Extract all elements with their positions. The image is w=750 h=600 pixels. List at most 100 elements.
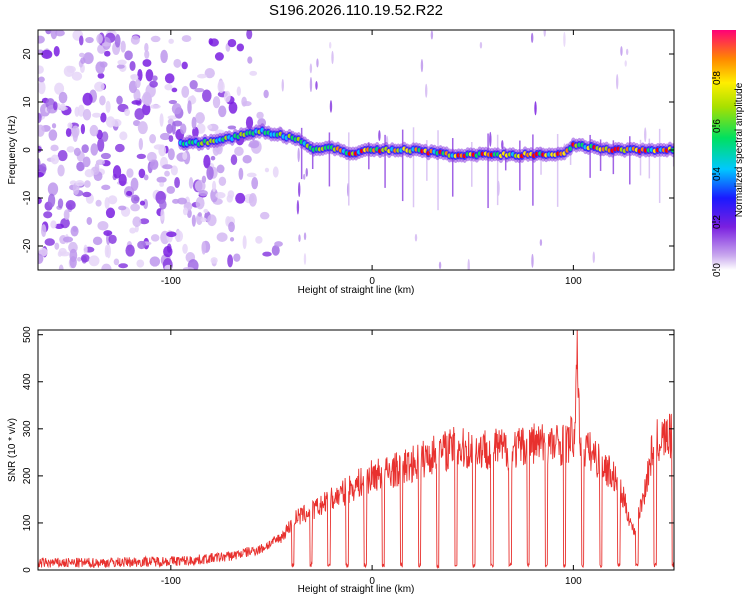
spectral-noise-blob	[202, 89, 212, 103]
spectral-noise-blob	[38, 196, 42, 205]
colorbar-tick-label: 0.2	[712, 215, 723, 229]
spectral-noise-blob	[177, 197, 188, 205]
spectral-noise-blob	[438, 261, 442, 270]
spectral-noise-blob	[129, 227, 136, 234]
snr-x-tick-label: -100	[161, 576, 181, 587]
spectral-noise-blob	[238, 167, 244, 180]
spectral-noise-blob	[189, 80, 198, 90]
spectral-noise-blob	[174, 177, 180, 189]
spectral-noise-blob	[245, 116, 254, 129]
spectrogram-x-axis-label: Height of straight line (km)	[298, 285, 415, 296]
spectral-noise-blob	[130, 35, 140, 45]
spectral-noise-blob	[76, 161, 85, 172]
spectral-noise-blob	[181, 35, 192, 42]
spectral-noise-blob	[128, 80, 138, 94]
spectral-noise-blob	[194, 87, 205, 93]
spectral-noise-blob	[71, 125, 80, 138]
spectral-noise-blob	[242, 235, 247, 250]
spectral-noise-blob	[117, 59, 127, 65]
spectral-noise-blob	[162, 164, 173, 170]
spectral-noise-blob	[101, 263, 112, 270]
spectral-noise-blob	[69, 256, 77, 269]
spectral-noise-blob	[203, 154, 211, 169]
spectral-noise-blob	[242, 155, 252, 164]
spectral-noise-blob	[303, 232, 307, 241]
spectrogram-x-tick-label: -100	[161, 276, 181, 287]
spectral-noise-blob	[38, 124, 45, 137]
spectral-noise-blob	[246, 30, 253, 40]
spectral-noise-blob	[65, 199, 76, 210]
spectral-noise-blob	[216, 232, 228, 242]
spectral-noise-blob	[182, 207, 188, 216]
spectral-noise-blob	[58, 91, 68, 104]
spectral-noise-blob	[149, 256, 161, 267]
spectral-noise-blob	[236, 43, 244, 52]
spectral-noise-blob	[47, 182, 59, 196]
spectral-noise-blob	[95, 61, 106, 74]
spectral-noise-blob	[57, 198, 64, 209]
spectral-noise-blob	[144, 50, 150, 59]
spectral-noise-blob	[149, 159, 159, 171]
spectral-noise-blob	[425, 83, 428, 98]
spectral-noise-blob	[201, 241, 207, 255]
spectral-noise-blob	[38, 171, 44, 178]
spectrogram-y-tick-label: 0	[22, 147, 33, 153]
spectral-noise-blob	[236, 86, 241, 97]
spectral-noise-blob	[215, 192, 226, 199]
spectral-noise-blob	[191, 214, 196, 227]
spectral-noise-blob	[624, 60, 627, 67]
spectral-noise-blob	[59, 251, 70, 257]
spectral-noise-blob	[164, 73, 175, 84]
spectral-noise-blob	[41, 49, 53, 59]
spectral-noise-blob	[135, 79, 141, 89]
spectral-noise-blob	[163, 246, 173, 258]
spectrogram-y-tick-label: -20	[22, 238, 33, 253]
spectrogram-y-axis: 20 10 0 -10 -20	[22, 48, 674, 253]
spectral-noise-blob	[644, 127, 647, 143]
spectral-noise-blob	[329, 100, 333, 113]
spectral-noise-blob	[539, 239, 543, 246]
spectral-noise-blob	[164, 83, 173, 91]
spectral-noise-blob	[137, 121, 148, 135]
spectral-noise-blob	[130, 74, 136, 79]
spectral-noise-blob	[54, 223, 64, 230]
spectral-noise-blob	[50, 154, 60, 165]
spectrogram-x-tick-label: 100	[565, 276, 582, 287]
spectral-noise-blob	[218, 105, 227, 118]
spectral-noise-blob	[131, 194, 140, 204]
snr-frame	[37, 329, 675, 571]
spectral-noise-blob	[159, 182, 165, 187]
spectral-noise-blob	[134, 108, 145, 120]
spectral-noise-blob	[120, 40, 126, 53]
spectral-noise-blob	[111, 118, 122, 127]
spectral-noise-blob	[531, 253, 534, 268]
spectral-noise-blob	[210, 188, 219, 203]
spectral-noise-blob	[83, 244, 88, 255]
spectral-noise-blob	[233, 253, 241, 262]
spectral-noise-blob	[467, 258, 470, 270]
snr-y-axis-label: SNR (10 * v/v)	[7, 418, 18, 482]
spectral-noise-blob	[534, 101, 537, 116]
spectrogram-panel: -100 0 100 20 10 0 -10 -20 Height of str…	[7, 29, 675, 296]
chart-title: S196.2026.110.19.52.R22	[269, 2, 443, 19]
spectral-noise-blob	[186, 209, 192, 219]
spectral-noise-blob	[94, 162, 100, 172]
spectral-noise-blob	[150, 234, 160, 242]
spectral-noise-blob	[97, 138, 105, 152]
spectrogram-ridge-layer	[177, 123, 674, 211]
spectral-noise-blob	[81, 144, 89, 153]
spectral-noise-blob	[118, 205, 127, 211]
spectral-noise-blob	[156, 176, 167, 183]
spectral-noise-blob	[479, 41, 483, 49]
spectral-noise-blob	[195, 196, 205, 210]
spectral-noise-blob	[82, 156, 91, 168]
spectral-noise-blob	[206, 166, 214, 180]
spectral-noise-blob	[203, 208, 209, 214]
spectral-noise-blob	[139, 218, 150, 225]
spectral-noise-blob	[108, 234, 117, 245]
spectral-noise-blob	[57, 150, 68, 162]
spectral-noise-blob	[92, 112, 102, 118]
spectral-noise-blob	[248, 192, 257, 207]
spectral-noise-blob	[251, 177, 259, 190]
spectral-noise-blob	[80, 57, 86, 64]
